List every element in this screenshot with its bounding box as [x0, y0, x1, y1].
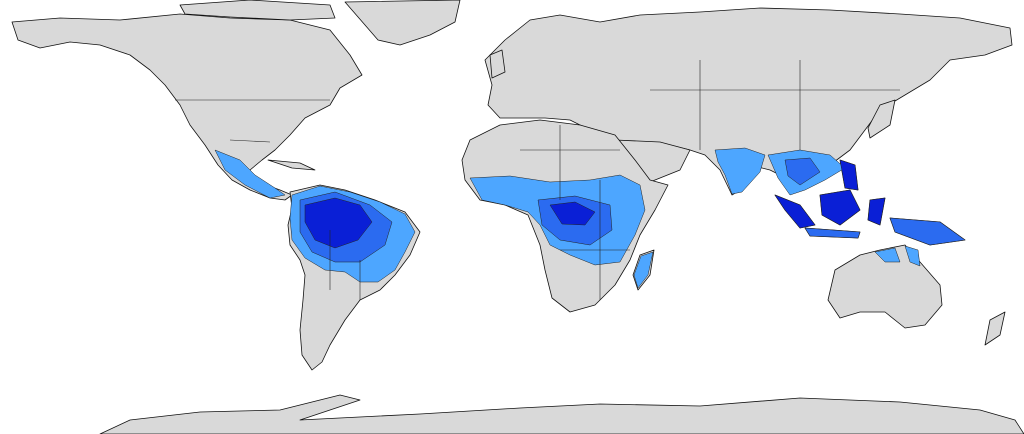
caribbean — [267, 159, 316, 171]
antarctica — [99, 394, 1024, 434]
region-light — [874, 245, 921, 267]
japan — [867, 99, 896, 139]
region-medium — [784, 157, 821, 186]
britain — [489, 49, 506, 79]
region-dark — [774, 159, 886, 229]
region-dark — [549, 201, 596, 226]
region-light — [714, 147, 766, 195]
region-medium — [804, 217, 966, 246]
australia — [827, 244, 943, 329]
region-light — [633, 251, 654, 289]
arctic-islands — [179, 0, 336, 21]
region-light — [214, 149, 286, 199]
north-america — [11, 13, 363, 201]
region-dark — [304, 197, 373, 249]
greenland — [344, 0, 461, 46]
new-zealand — [984, 311, 1006, 346]
country-borders — [175, 60, 900, 300]
